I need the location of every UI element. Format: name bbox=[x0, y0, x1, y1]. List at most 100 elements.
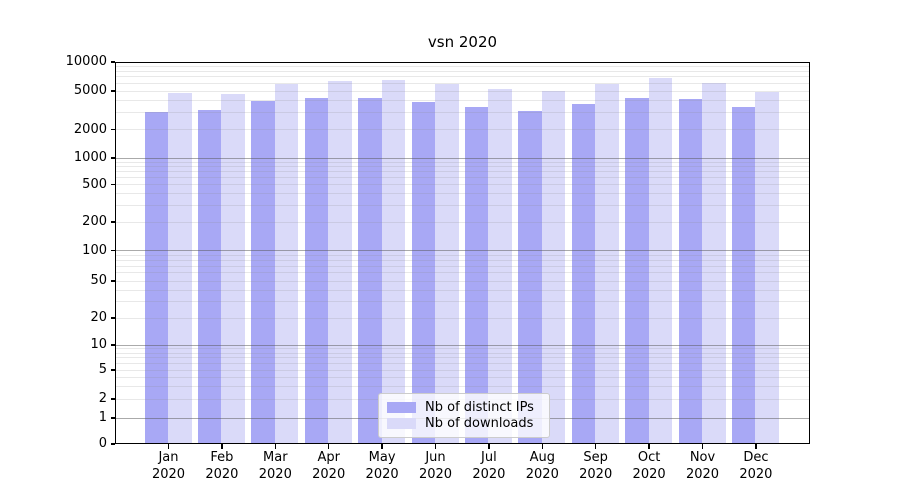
gridline-major-100 bbox=[115, 250, 810, 251]
bar-distinct-ips-oct bbox=[625, 97, 649, 444]
x-tick-label-jul: Jul 2020 bbox=[472, 450, 506, 482]
gridline-minor-700 bbox=[115, 171, 810, 173]
gridline-minor-6000 bbox=[115, 82, 810, 84]
bar-downloads-may bbox=[381, 80, 406, 444]
x-tick-mark-feb bbox=[221, 444, 223, 449]
x-tick-mark-jun bbox=[434, 444, 437, 449]
gridline-minor-7000 bbox=[115, 76, 810, 78]
y-tick-label-100: 100 bbox=[82, 242, 107, 258]
x-tick-label-feb: Feb 2020 bbox=[205, 450, 239, 482]
bar-downloads-apr bbox=[328, 80, 352, 444]
x-tick-label-may: May 2020 bbox=[365, 450, 399, 482]
y-tick-mark-50 bbox=[110, 280, 115, 282]
legend-item-distinct-ips: Nb of distinct IPs bbox=[387, 400, 541, 415]
gridline-minor-3000 bbox=[115, 111, 810, 113]
y-tick-mark-10 bbox=[110, 344, 115, 346]
y-tick-label-500: 500 bbox=[82, 176, 107, 192]
bar-distinct-ips-dec bbox=[731, 107, 756, 444]
legend-label-downloads: Nb of downloads bbox=[425, 416, 534, 431]
bar-distinct-ips-aug bbox=[518, 111, 542, 444]
x-tick-mark-aug bbox=[541, 444, 543, 449]
gridline-minor-300 bbox=[115, 204, 810, 206]
gridline-minor-8 bbox=[115, 352, 810, 354]
x-tick-label-nov: Nov 2020 bbox=[685, 450, 720, 482]
bar-distinct-ips-feb bbox=[197, 110, 222, 444]
bar-downloads-feb bbox=[221, 94, 245, 444]
gridline-minor-2000 bbox=[115, 129, 810, 130]
y-tick-label-10000: 10000 bbox=[65, 54, 107, 69]
bar-distinct-ips-apr bbox=[304, 98, 329, 444]
y-tick-label-1: 1 bbox=[98, 410, 107, 425]
y-tick-label-0: 0 bbox=[98, 436, 107, 451]
legend: Nb of distinct IPs Nb of downloads bbox=[378, 393, 550, 438]
y-tick-mark-2000 bbox=[110, 128, 115, 131]
y-tick-mark-200 bbox=[110, 221, 115, 223]
bar-distinct-ips-jun bbox=[411, 101, 435, 444]
y-tick-mark-1 bbox=[110, 417, 115, 419]
gridline-minor-8000 bbox=[115, 70, 810, 72]
y-tick-label-200: 200 bbox=[82, 214, 107, 229]
bar-distinct-ips-jan bbox=[144, 111, 168, 444]
gridline-minor-5 bbox=[115, 369, 810, 371]
gridline-minor-5000 bbox=[115, 90, 810, 92]
y-tick-mark-10000 bbox=[110, 61, 115, 63]
x-tick-label-oct: Oct 2020 bbox=[632, 450, 666, 482]
x-tick-label-mar: Mar 2020 bbox=[258, 450, 292, 482]
gridline-minor-3 bbox=[115, 385, 810, 387]
gridline-major-10 bbox=[115, 344, 810, 346]
bar-downloads-aug bbox=[541, 91, 566, 444]
x-tick-label-dec: Dec 2020 bbox=[739, 450, 773, 482]
x-tick-mark-apr bbox=[328, 444, 330, 449]
y-tick-label-2: 2 bbox=[98, 391, 107, 406]
y-tick-mark-1000 bbox=[110, 157, 115, 159]
gridline-minor-40 bbox=[115, 289, 810, 291]
y-tick-mark-100 bbox=[110, 249, 115, 252]
bar-downloads-jun bbox=[435, 84, 459, 444]
bar-distinct-ips-may bbox=[358, 97, 382, 444]
bar-downloads-oct bbox=[648, 77, 673, 444]
x-tick-label-sep: Sep 2020 bbox=[579, 450, 613, 482]
gridline-minor-4 bbox=[115, 376, 810, 378]
bar-downloads-dec bbox=[755, 91, 779, 444]
y-tick-label-50: 50 bbox=[90, 273, 107, 288]
gridline-minor-200 bbox=[115, 221, 810, 223]
gridline-minor-50 bbox=[115, 280, 810, 282]
gridline-minor-9000 bbox=[115, 65, 810, 67]
gridline-minor-7 bbox=[115, 357, 810, 359]
x-tick-label-jun: Jun 2020 bbox=[418, 450, 453, 482]
x-tick-mark-nov bbox=[701, 444, 704, 449]
gridline-minor-500 bbox=[115, 184, 810, 185]
y-tick-label-1000: 1000 bbox=[73, 150, 107, 165]
y-tick-label-5: 5 bbox=[98, 362, 107, 377]
y-tick-mark-500 bbox=[110, 183, 115, 186]
gridline-major-1000 bbox=[115, 157, 810, 159]
bar-downloads-sep bbox=[595, 83, 619, 444]
bar-downloads-mar bbox=[274, 84, 299, 444]
x-tick-mark-jan bbox=[167, 444, 170, 449]
bar-downloads-nov bbox=[702, 82, 726, 444]
legend-label-distinct-ips: Nb of distinct IPs bbox=[425, 400, 534, 415]
bar-downloads-jan bbox=[168, 92, 192, 444]
x-tick-mark-sep bbox=[595, 444, 597, 449]
gridline-minor-60 bbox=[115, 272, 810, 274]
gridline-minor-900 bbox=[115, 161, 810, 163]
x-tick-label-apr: Apr 2020 bbox=[312, 450, 346, 482]
y-tick-label-5000: 5000 bbox=[73, 83, 107, 98]
gridline-minor-70 bbox=[115, 265, 810, 267]
gridline-minor-400 bbox=[115, 193, 810, 195]
y-tick-mark-5 bbox=[110, 369, 115, 371]
bar-downloads-jul bbox=[488, 88, 512, 444]
gridline-minor-4000 bbox=[115, 99, 810, 101]
gridline-minor-90 bbox=[115, 254, 810, 256]
y-tick-label-2000: 2000 bbox=[73, 121, 107, 137]
gridline-minor-20 bbox=[115, 317, 810, 319]
gridline-minor-30 bbox=[115, 301, 810, 303]
bar-distinct-ips-nov bbox=[678, 98, 702, 444]
legend-item-downloads: Nb of downloads bbox=[387, 416, 541, 431]
gridline-minor-6 bbox=[115, 362, 810, 364]
x-tick-label-jan: Jan 2020 bbox=[151, 450, 186, 482]
y-tick-label-20: 20 bbox=[90, 310, 107, 325]
y-tick-mark-2 bbox=[110, 398, 115, 400]
y-tick-mark-20 bbox=[110, 317, 115, 319]
